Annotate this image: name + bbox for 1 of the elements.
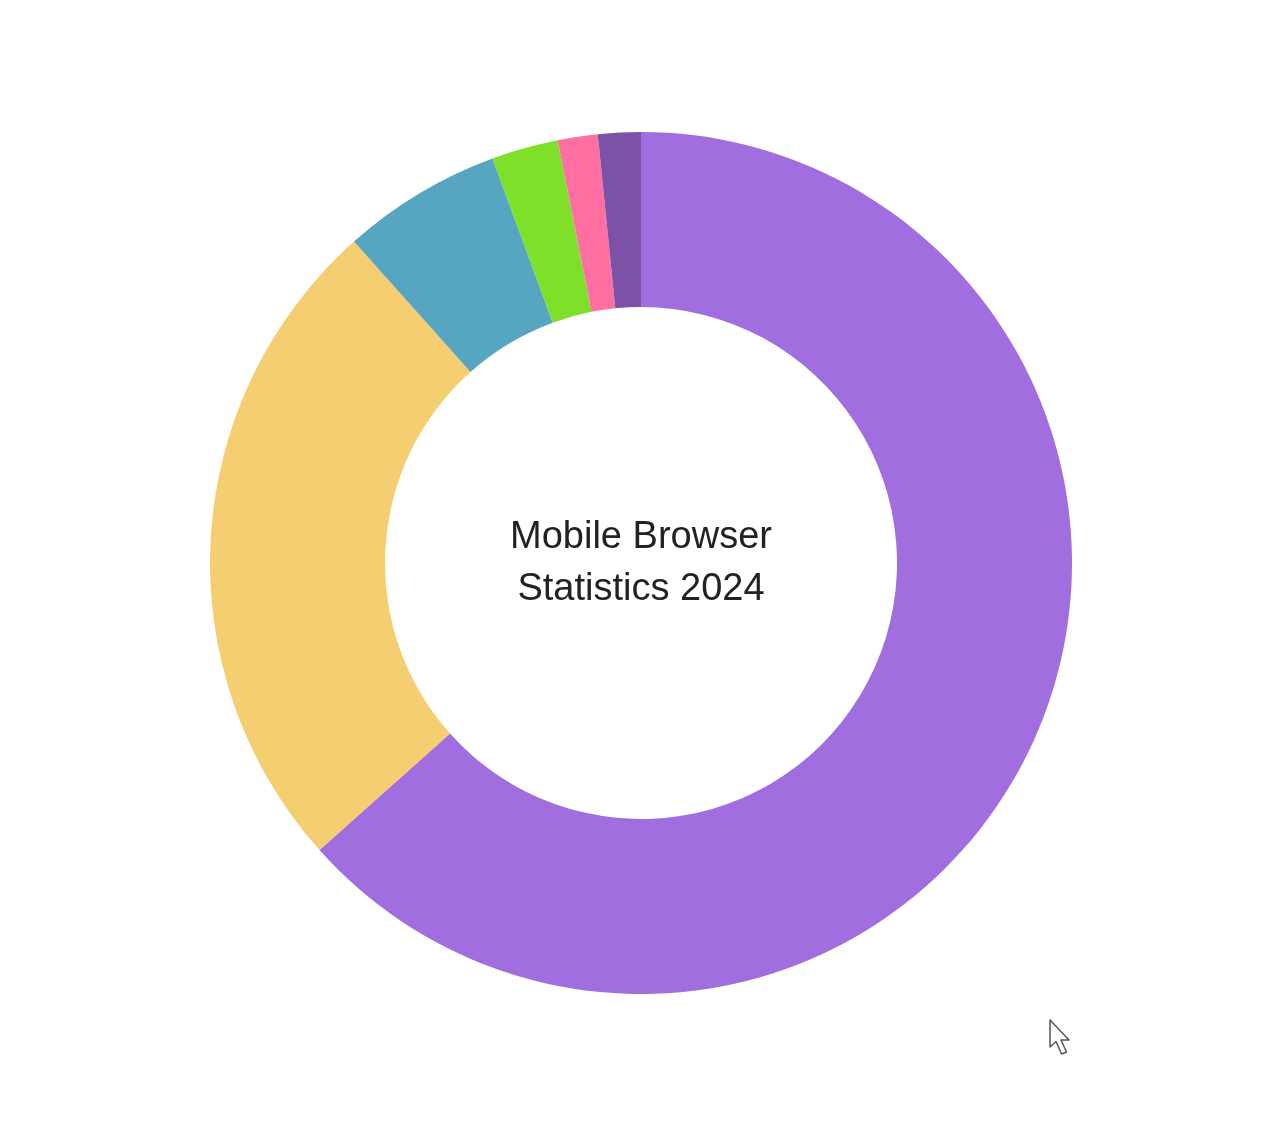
text: Mobile Browser Statistics 2024 — [510, 514, 773, 609]
